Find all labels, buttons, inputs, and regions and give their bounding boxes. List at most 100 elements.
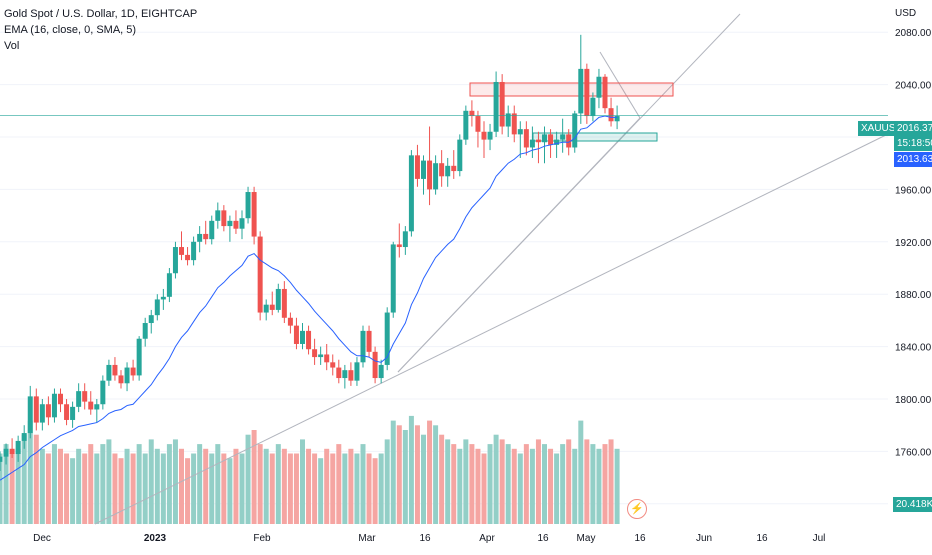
candle-body	[118, 375, 124, 384]
volume-bar	[421, 434, 426, 524]
candle-body	[390, 244, 396, 313]
x-tick-label: Feb	[253, 533, 271, 544]
volume-bar	[445, 439, 451, 524]
candle-body	[245, 192, 251, 219]
volume-bar	[566, 439, 572, 524]
candle-body	[70, 406, 76, 420]
volume-bar	[499, 439, 505, 524]
volume-bar	[124, 448, 130, 524]
trendline-mid	[397, 117, 641, 373]
support-zone	[532, 132, 658, 142]
volume-bar	[9, 453, 15, 524]
candle-body	[82, 391, 88, 402]
volume-bar	[287, 453, 293, 524]
candle-body	[535, 139, 541, 143]
candle-body	[293, 325, 299, 344]
x-tick-label: Jun	[696, 533, 712, 544]
candle-body	[523, 129, 529, 148]
volume-bar	[372, 458, 378, 524]
candle-body	[306, 330, 312, 350]
price-axis[interactable]: USD2080.002040.002000.001960.001920.0018…	[895, 8, 932, 511]
candle-body	[27, 396, 33, 434]
candle-body	[203, 233, 209, 240]
candle-series	[0, 34, 620, 472]
volume-bar	[408, 415, 414, 524]
volume-series	[0, 415, 620, 524]
candle-body	[481, 131, 487, 140]
volume-bar	[257, 444, 263, 524]
volume-bar	[70, 458, 76, 524]
lightning-icon[interactable]: ⚡	[627, 499, 647, 519]
volume-bar	[209, 453, 215, 524]
volume-bar	[293, 453, 299, 524]
volume-bar	[523, 444, 529, 524]
volume-bar	[354, 453, 360, 524]
grid	[0, 31, 888, 505]
candle-body	[493, 81, 499, 132]
ema-indicator-label[interactable]: EMA (16, close, 0, SMA, 5)	[4, 24, 137, 36]
candle-body	[15, 440, 21, 455]
volume-bar	[342, 453, 348, 524]
volume-bar	[402, 430, 408, 524]
candle-body	[529, 139, 535, 148]
candle-body	[275, 288, 281, 310]
candle-body	[191, 241, 197, 261]
volume-bar	[245, 434, 251, 524]
candle-body	[221, 210, 227, 227]
volume-bar	[100, 444, 106, 524]
candle-body	[360, 330, 366, 363]
volume-bar	[451, 444, 457, 524]
candle-body	[51, 393, 57, 418]
candle-body	[88, 401, 94, 410]
candle-body	[421, 160, 426, 179]
y-tick-label: 1800.00	[895, 395, 932, 406]
x-tick-label: Apr	[479, 533, 495, 544]
trendlines[interactable]	[94, 13, 889, 525]
candle-body	[300, 330, 305, 344]
candle-body	[39, 404, 45, 423]
candle-body	[287, 317, 293, 326]
volume-bar	[27, 420, 33, 524]
candle-body	[9, 448, 15, 455]
symbol-title[interactable]: Gold Spot / U.S. Dollar, 1D, EIGHTCAP	[4, 8, 198, 20]
time-axis[interactable]: Dec 2023 Feb Mar 16 Apr 16 May 16 Jun 16 Jul	[33, 533, 825, 544]
volume-bar	[233, 448, 239, 524]
volume-bar	[112, 453, 118, 524]
candle-body	[336, 367, 342, 379]
candle-body	[342, 370, 348, 379]
candle-body	[505, 113, 511, 127]
volume-bar	[390, 420, 396, 524]
candle-body	[614, 116, 620, 122]
candle-body	[3, 448, 9, 457]
candle-body	[318, 354, 324, 358]
volume-bar	[578, 420, 584, 524]
candle-body	[372, 351, 378, 379]
candle-body	[578, 68, 584, 114]
y-tick-label: 1920.00	[895, 238, 932, 249]
volume-bar	[602, 444, 608, 524]
y-tick-label: 1840.00	[895, 343, 932, 354]
x-tick-label: 2023	[144, 533, 167, 544]
candle-body	[76, 391, 82, 407]
volume-bar	[306, 448, 312, 524]
volume-bar	[239, 453, 245, 524]
volume-bar	[269, 453, 275, 524]
candle-body	[433, 163, 439, 190]
candle-body	[172, 247, 178, 274]
volume-bar	[475, 448, 481, 524]
volume-bar	[469, 444, 475, 524]
volume-bar	[227, 458, 233, 524]
volume-bar	[300, 439, 305, 524]
volume-bar	[378, 453, 384, 524]
ema-line	[0, 115, 618, 481]
volume-bar	[58, 448, 63, 524]
volume-bar	[215, 444, 221, 524]
candle-body	[312, 349, 318, 358]
volume-indicator-label[interactable]: Vol	[4, 40, 20, 52]
y-tick-label: 2080.00	[895, 28, 932, 39]
volume-bar	[39, 448, 45, 524]
candle-body	[542, 134, 547, 143]
volume-bar	[366, 453, 372, 524]
